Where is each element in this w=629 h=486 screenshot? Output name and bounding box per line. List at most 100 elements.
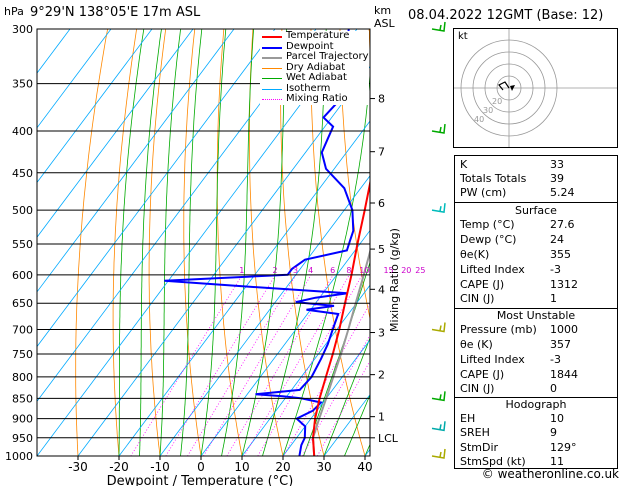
x-tick-label: 40 bbox=[357, 460, 372, 474]
wind-barb bbox=[431, 448, 446, 459]
km-tick-label: 5 bbox=[378, 243, 385, 256]
footer-credit: © weatheronline.co.uk bbox=[481, 467, 619, 481]
x-tick-label: -30 bbox=[68, 460, 88, 474]
hodograph-unit: kt bbox=[458, 31, 468, 42]
isotherm-line bbox=[159, 175, 370, 456]
mixing-ratio-label: 3 bbox=[293, 266, 298, 275]
sfc-cape: CAPE (J) 1312 bbox=[460, 278, 578, 291]
isotherm-line bbox=[37, 29, 235, 293]
km-label: km bbox=[374, 4, 392, 17]
wet-adiabat-line bbox=[323, 336, 370, 456]
isotherm-line bbox=[241, 284, 370, 456]
legend-temperature: Temperature bbox=[260, 30, 369, 42]
x-tick-label: 10 bbox=[234, 460, 249, 474]
wind-barb bbox=[431, 421, 446, 432]
pressure-tick-label: 550 bbox=[12, 238, 33, 251]
legend: Temperature Dewpoint Parcel Trajectory D… bbox=[260, 30, 369, 105]
plot-frame bbox=[36, 28, 371, 457]
wind-barb bbox=[431, 123, 446, 134]
mixing-ratio-label: 25 bbox=[415, 266, 425, 275]
x-tick-label: -20 bbox=[109, 460, 129, 474]
mixing-ratio-label: 15 bbox=[383, 266, 393, 275]
indices-table: K 33 Totals Totals 39 PW (cm) 5.24 Surface … bbox=[454, 155, 618, 469]
pressure-tick-label: 600 bbox=[12, 269, 33, 282]
pressure-tick-label: 300 bbox=[12, 23, 33, 36]
sfc-temp: Temp (°C) 27.6 bbox=[460, 218, 575, 231]
mixing-ratio-line bbox=[187, 274, 297, 456]
km-tick-label: LCL bbox=[378, 432, 399, 445]
pressure-tick-label: 450 bbox=[12, 167, 33, 180]
isotherm-line bbox=[200, 229, 370, 456]
pressure-tick-label: 950 bbox=[12, 432, 33, 445]
mu-cape: CAPE (J) 1844 bbox=[460, 368, 578, 381]
wind-barb bbox=[431, 322, 446, 333]
hodo-title: Hodograph bbox=[505, 398, 567, 411]
legend-parcel: Parcel Trajectory bbox=[260, 51, 369, 63]
mixing-ratio-line bbox=[203, 274, 312, 456]
mixing-ratio-label: 10 bbox=[359, 266, 369, 275]
mixing-ratio-line bbox=[130, 274, 243, 456]
km-tick-label: 8 bbox=[378, 93, 385, 106]
asl-label: ASL bbox=[374, 17, 395, 30]
mixing-ratio-line bbox=[165, 274, 276, 456]
km-tick-label: 4 bbox=[378, 283, 385, 296]
pressure-tick-label: 700 bbox=[12, 324, 33, 337]
legend-mixing-ratio: Mixing Ratio bbox=[260, 93, 369, 105]
km-tick-label: 7 bbox=[378, 146, 385, 159]
hodograph-ring-label: 20 bbox=[492, 97, 502, 106]
mu-li: Lifted Index -3 bbox=[460, 353, 561, 366]
legend-dry-adiabat: Dry Adiabat bbox=[260, 62, 369, 74]
idx-pw: PW (cm) 5.24 bbox=[460, 186, 575, 199]
sfc-thetae: θe(K) 355 bbox=[460, 248, 571, 261]
storm-motion-arrow bbox=[510, 85, 515, 91]
sfc-li: Lifted Index -3 bbox=[460, 263, 561, 276]
x-tick-label: 30 bbox=[316, 460, 331, 474]
mu-thetae: θe (K) 357 bbox=[460, 338, 571, 351]
mixing-ratio-label: 1 bbox=[239, 266, 244, 275]
dry-adiabat-line bbox=[75, 29, 108, 456]
surface-title: Surface bbox=[515, 204, 557, 217]
wind-barb bbox=[431, 391, 446, 402]
x-tick-label: 0 bbox=[197, 460, 205, 474]
wind-barb bbox=[431, 203, 446, 214]
isotherm-line bbox=[37, 29, 112, 129]
pressure-tick-label: 350 bbox=[12, 78, 33, 91]
hodo-eh: EH 10 bbox=[460, 412, 564, 425]
isotherm-line bbox=[118, 120, 370, 456]
x-tick-label: -10 bbox=[150, 460, 170, 474]
hodograph: kt 20 30 40 bbox=[453, 28, 618, 148]
km-tick-label: 1 bbox=[378, 411, 385, 424]
datetime-title: 08.04.2022 12GMT (Base: 12) bbox=[408, 8, 604, 23]
pressure-tick-label: 750 bbox=[12, 348, 33, 361]
dry-adiabat-line bbox=[112, 29, 137, 456]
isotherm-line bbox=[37, 29, 194, 238]
wet-adiabat-line bbox=[344, 393, 370, 456]
hodograph-trace bbox=[498, 81, 510, 91]
x-axis-label: Dewpoint / Temperature (°C) bbox=[107, 474, 294, 486]
x-tick-label: 20 bbox=[275, 460, 290, 474]
pressure-tick-label: 650 bbox=[12, 297, 33, 310]
mixing-ratio-line bbox=[257, 274, 363, 456]
mu-cin: CIN (J) 0 bbox=[460, 382, 557, 395]
pressure-tick-label: 850 bbox=[12, 392, 33, 405]
pressure-tick-label: 400 bbox=[12, 125, 33, 138]
hodo-stmdir: StmDir 129° bbox=[460, 441, 577, 454]
sfc-dewp: Dewp (°C) 24 bbox=[460, 233, 564, 246]
sfc-cin: CIN (J) 1 bbox=[460, 292, 557, 305]
legend-wet-adiabat: Wet Adiabat bbox=[260, 72, 369, 84]
isotherm-line bbox=[37, 29, 153, 184]
pressure-tick-label: 800 bbox=[12, 371, 33, 384]
hodo-sreh: SREH 9 bbox=[460, 426, 557, 439]
mixing-ratio-label: 6 bbox=[330, 266, 335, 275]
km-tick-label: 6 bbox=[378, 197, 385, 210]
mixing-ratio-label: 20 bbox=[401, 266, 411, 275]
km-tick-label: 2 bbox=[378, 369, 385, 382]
mu-pressure: Pressure (mb) 1000 bbox=[460, 323, 578, 336]
isotherm-line bbox=[37, 29, 276, 348]
wind-barb bbox=[431, 21, 446, 32]
idx-tt: Totals Totals 39 bbox=[460, 172, 564, 185]
pressure-tick-label: 1000 bbox=[5, 450, 33, 463]
location-title: 9°29'N 138°05'E 17m ASL bbox=[30, 5, 201, 20]
